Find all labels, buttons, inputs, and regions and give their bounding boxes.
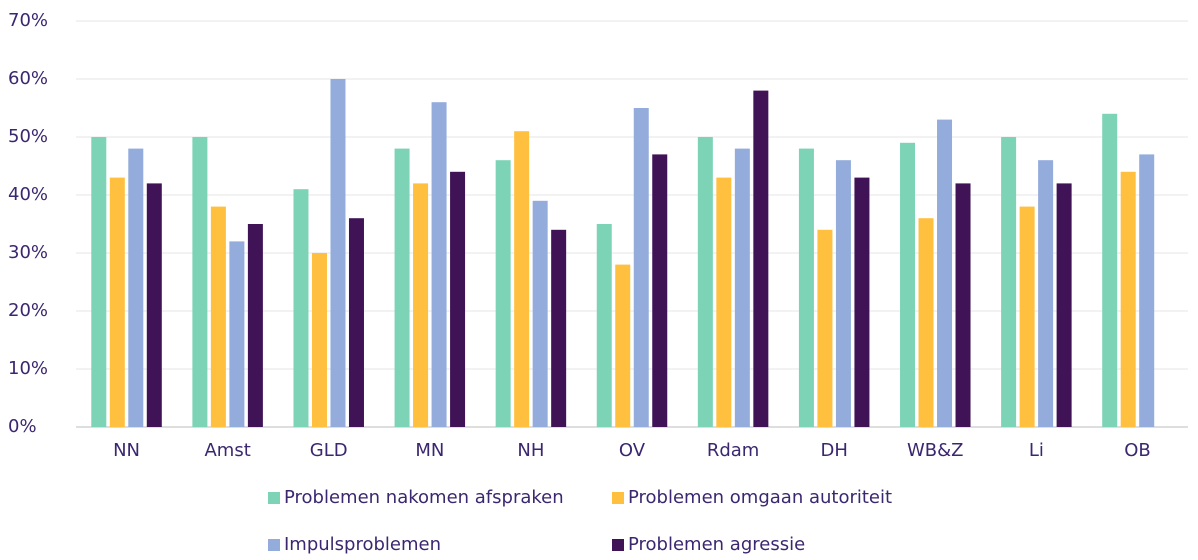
bar (1038, 160, 1054, 427)
bar (293, 189, 309, 427)
bar (229, 241, 245, 427)
bar (716, 177, 732, 427)
bar (753, 90, 769, 427)
bar (1102, 113, 1118, 428)
bar (413, 183, 429, 427)
bar (1120, 171, 1136, 427)
bar (937, 119, 953, 427)
y-tick-label: 0% (8, 416, 37, 437)
bar (1019, 206, 1035, 427)
bar (450, 171, 466, 427)
bar (900, 142, 916, 428)
x-tick-label: MN (415, 440, 444, 461)
x-tick-label: WB&Z (907, 440, 964, 461)
bar (955, 183, 971, 427)
bar (514, 131, 530, 427)
bar (734, 148, 750, 427)
bar (596, 224, 612, 427)
legend-swatch (612, 492, 624, 504)
bar (192, 137, 208, 427)
bar (109, 177, 125, 427)
x-tick-label: NN (113, 440, 140, 461)
bar (348, 218, 364, 427)
x-tick-label: GLD (310, 440, 348, 461)
y-tick-label: 20% (8, 300, 48, 321)
bar (394, 148, 410, 427)
legend-label: Problemen omgaan autoriteit (628, 487, 892, 508)
y-tick-label: 40% (8, 184, 48, 205)
bar (128, 148, 144, 427)
x-tick-label: NH (517, 440, 544, 461)
bar (311, 253, 327, 427)
bar (1139, 154, 1155, 427)
bar (551, 229, 567, 427)
bar (1056, 183, 1072, 427)
x-tick-label: Li (1029, 440, 1044, 461)
bar (1001, 137, 1017, 427)
bar (652, 154, 668, 427)
x-tick-label: OB (1124, 440, 1151, 461)
legend-swatch (268, 492, 280, 504)
bar (330, 79, 346, 427)
x-tick-label: OV (619, 440, 646, 461)
bar (532, 200, 548, 427)
y-tick-label: 30% (8, 242, 48, 263)
bar (697, 137, 713, 427)
bar (146, 183, 162, 427)
bar (633, 108, 649, 427)
x-tick-label: Rdam (707, 440, 760, 461)
bar (247, 224, 263, 427)
bar (91, 137, 107, 427)
y-tick-label: 60% (8, 68, 48, 89)
legend-label: Problemen agressie (628, 534, 805, 555)
y-tick-label: 10% (8, 358, 48, 379)
bar (817, 229, 833, 427)
x-tick-label: DH (820, 440, 847, 461)
x-tick-label: Amst (204, 440, 250, 461)
bar (918, 218, 934, 427)
legend-label: Problemen nakomen afspraken (284, 487, 564, 508)
bar (615, 264, 631, 427)
legend-swatch (612, 539, 624, 551)
bar (854, 177, 870, 427)
bar (495, 160, 511, 427)
legend-swatch (268, 539, 280, 551)
bar (798, 148, 814, 427)
y-tick-label: 70% (8, 10, 48, 31)
legend-label: Impulsproblemen (284, 534, 441, 555)
bar (431, 102, 447, 427)
y-tick-label: 50% (8, 126, 48, 147)
bar (835, 160, 851, 427)
bar (210, 206, 226, 427)
